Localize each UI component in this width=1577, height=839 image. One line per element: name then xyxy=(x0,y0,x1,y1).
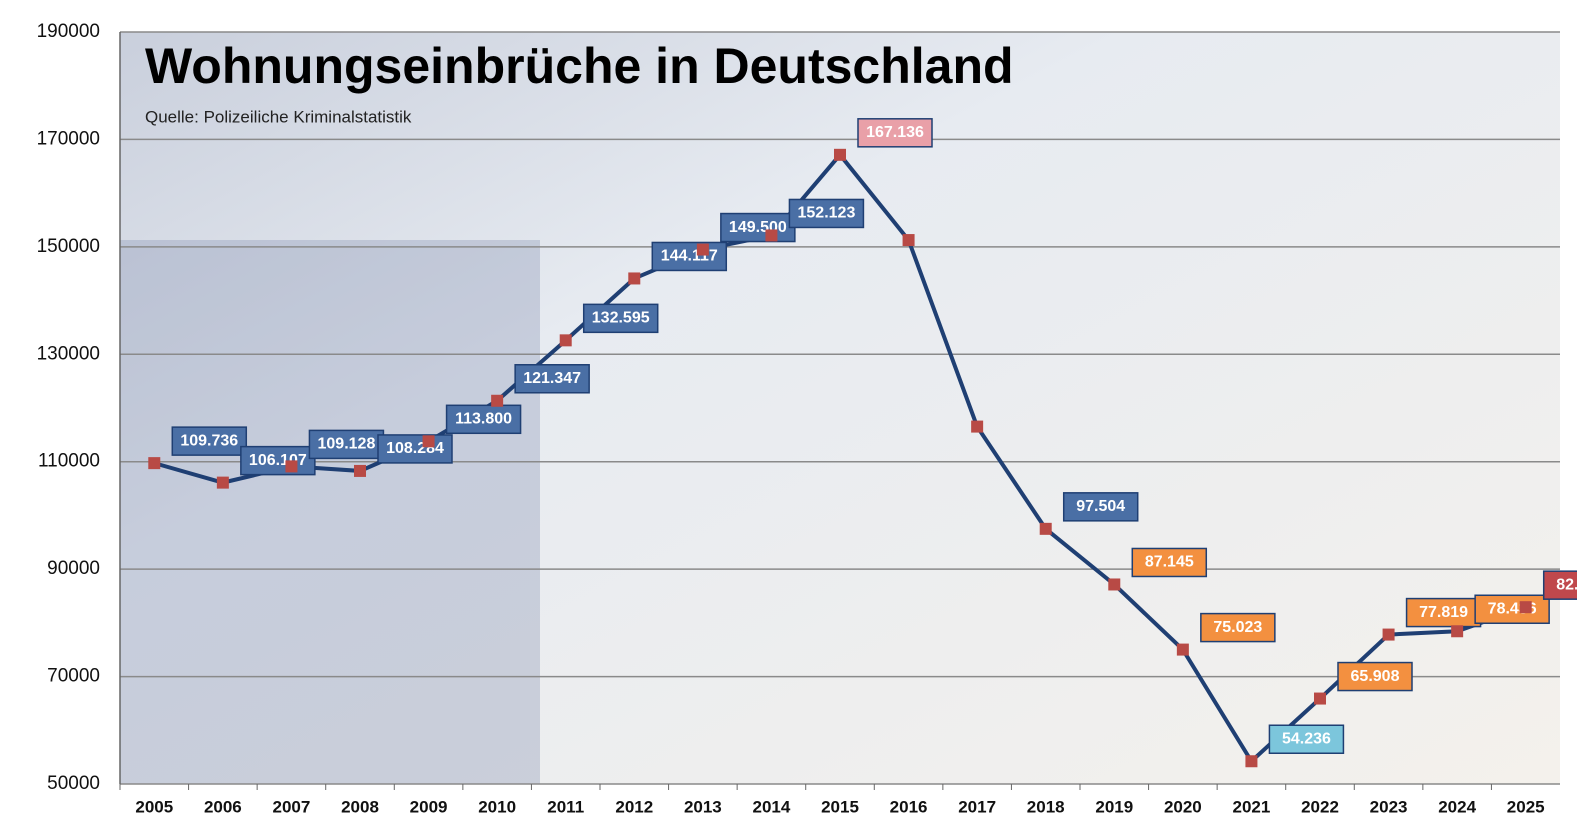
x-tick-label: 2008 xyxy=(341,797,379,816)
value-label-box xyxy=(1131,547,1208,578)
value-label: 54.236 xyxy=(1282,730,1331,747)
y-tick-label: 130000 xyxy=(37,343,100,364)
value-label-box xyxy=(445,404,522,435)
value-label-box xyxy=(651,241,728,272)
value-label-box xyxy=(308,429,385,460)
marker xyxy=(1519,601,1532,614)
value-label-box xyxy=(1062,492,1139,522)
y-tick-label: 170000 xyxy=(37,128,100,149)
x-tick-label: 2020 xyxy=(1164,797,1202,816)
marker xyxy=(1382,628,1395,641)
value-label: 75.023 xyxy=(1213,619,1262,636)
value-label-box xyxy=(1337,661,1413,692)
marker xyxy=(834,148,846,161)
value-label: 149.500 xyxy=(729,219,787,236)
marker xyxy=(148,457,161,470)
value-label-box xyxy=(1268,724,1345,754)
y-tick-label: 70000 xyxy=(47,666,100,687)
value-label-box xyxy=(240,445,316,476)
marker xyxy=(1176,643,1189,656)
value-label: 109.736 xyxy=(180,432,238,449)
value-label-box xyxy=(377,434,453,464)
value-label: 106.107 xyxy=(249,452,307,469)
x-tick-label: 2016 xyxy=(890,797,928,816)
value-label-box xyxy=(171,426,248,456)
value-label-box xyxy=(1542,570,1577,600)
value-label-box xyxy=(582,303,659,334)
marker xyxy=(765,229,778,242)
value-label: 65.908 xyxy=(1351,668,1400,685)
value-label: 167.136 xyxy=(866,124,924,141)
y-tick-label: 50000 xyxy=(47,773,100,794)
value-label-box xyxy=(857,118,933,148)
value-label-box xyxy=(1200,612,1276,643)
value-label-box xyxy=(720,212,796,243)
y-tick-label: 110000 xyxy=(38,451,100,472)
x-tick-label: 2021 xyxy=(1233,797,1271,816)
x-tick-label: 2010 xyxy=(478,797,516,816)
marker xyxy=(1451,625,1464,638)
marker xyxy=(285,460,298,473)
chart-title: Wohnungseinbrüche in Deutschland xyxy=(145,38,1014,94)
value-label: 87.145 xyxy=(1145,554,1194,571)
x-tick-label: 2009 xyxy=(410,797,448,816)
value-label: 82.920 xyxy=(1556,576,1577,593)
value-label: 108.284 xyxy=(386,440,444,457)
x-tick-label: 2022 xyxy=(1301,797,1339,816)
y-tick-label: 190000 xyxy=(37,21,100,42)
value-label: 132.595 xyxy=(592,310,650,327)
x-tick-label: 2024 xyxy=(1438,797,1476,816)
value-label: 77.819 xyxy=(1419,604,1468,621)
value-label: 97.504 xyxy=(1076,498,1125,515)
x-tick-label: 2005 xyxy=(135,797,173,816)
chart-subtitle: Quelle: Polizeiliche Kriminalstatistik xyxy=(145,107,412,126)
photo-shade xyxy=(120,240,540,784)
y-tick-label: 150000 xyxy=(37,236,100,257)
x-tick-label: 2015 xyxy=(821,797,859,816)
value-label: 144.117 xyxy=(661,248,718,265)
value-label: 109.128 xyxy=(318,436,376,453)
marker xyxy=(1314,692,1326,705)
x-tick-label: 2007 xyxy=(273,797,311,816)
x-tick-label: 2025 xyxy=(1507,797,1545,816)
x-tick-label: 2023 xyxy=(1370,797,1408,816)
marker xyxy=(1108,578,1121,591)
marker xyxy=(422,435,435,448)
marker xyxy=(354,464,366,477)
value-label-box xyxy=(1405,597,1482,628)
x-tick-label: 2019 xyxy=(1095,797,1133,816)
marker xyxy=(971,420,984,433)
marker xyxy=(1245,755,1258,768)
x-tick-label: 2013 xyxy=(684,797,722,816)
value-label-box xyxy=(514,364,590,394)
x-tick-label: 2014 xyxy=(753,797,791,816)
value-label-box xyxy=(788,198,865,229)
marker xyxy=(902,234,915,247)
marker xyxy=(1039,522,1052,535)
marker xyxy=(491,394,504,407)
value-label-box xyxy=(1474,594,1550,625)
marker xyxy=(628,272,641,285)
value-label: 152.123 xyxy=(798,205,856,222)
value-label: 121.347 xyxy=(523,370,581,387)
x-tick-label: 2006 xyxy=(204,797,242,816)
marker xyxy=(696,243,709,256)
marker xyxy=(559,334,572,347)
x-tick-label: 2012 xyxy=(615,797,653,816)
value-label: 113.800 xyxy=(455,411,512,428)
x-tick-label: 2011 xyxy=(547,797,584,816)
marker xyxy=(216,476,229,489)
x-tick-label: 2018 xyxy=(1027,797,1065,816)
x-tick-label: 2017 xyxy=(958,797,996,816)
y-tick-label: 90000 xyxy=(47,558,100,579)
